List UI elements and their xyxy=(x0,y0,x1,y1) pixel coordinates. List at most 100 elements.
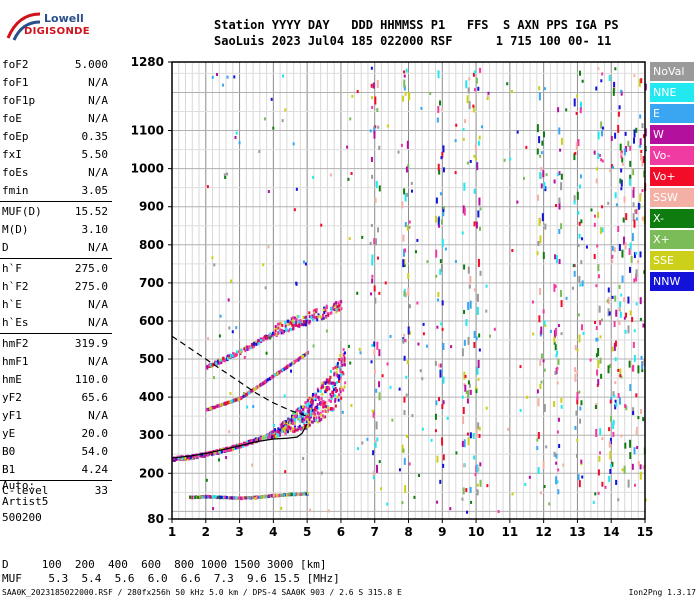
echo-point xyxy=(536,124,539,133)
echo-point xyxy=(619,368,622,375)
echo-point xyxy=(335,306,338,310)
echo-point xyxy=(545,445,548,449)
echo-point xyxy=(224,402,227,406)
echo-point xyxy=(299,410,302,414)
echo-point xyxy=(560,182,563,191)
echo-point xyxy=(465,488,468,493)
echo-point xyxy=(644,498,647,502)
echo-point xyxy=(461,497,464,501)
echo-point xyxy=(485,309,488,313)
echo-point xyxy=(378,291,381,295)
echo-point xyxy=(615,309,618,317)
echo-point xyxy=(598,305,601,313)
echo-point xyxy=(442,463,445,468)
echo-point xyxy=(440,369,443,373)
echo-point xyxy=(244,496,247,500)
echo-point xyxy=(328,387,331,391)
echo-point xyxy=(262,437,265,441)
echo-point xyxy=(621,162,624,166)
echo-point xyxy=(302,410,305,414)
parameter-value: N/A xyxy=(88,316,108,329)
echo-point xyxy=(608,475,611,482)
echo-point xyxy=(327,385,330,389)
echo-point xyxy=(275,326,278,330)
echo-point xyxy=(436,455,439,463)
echo-point xyxy=(257,339,260,343)
echo-point xyxy=(573,98,576,107)
echo-point xyxy=(282,421,285,425)
echo-point xyxy=(620,434,623,438)
echo-point xyxy=(299,492,302,496)
echo-point xyxy=(519,408,522,412)
echo-point xyxy=(468,101,471,110)
echo-point xyxy=(373,238,376,245)
echo-point xyxy=(597,347,600,356)
echo-point xyxy=(401,201,404,209)
echo-point xyxy=(598,153,601,157)
echo-point xyxy=(293,429,296,433)
echo-point xyxy=(266,336,269,340)
echo-point xyxy=(231,446,234,450)
echo-point xyxy=(278,322,281,326)
echo-point xyxy=(265,379,268,383)
echo-point xyxy=(338,365,341,369)
echo-point xyxy=(327,408,330,412)
echo-point xyxy=(250,343,253,347)
echo-point xyxy=(549,329,552,333)
echo-point xyxy=(408,220,411,224)
echo-point xyxy=(317,406,320,410)
echo-point xyxy=(259,383,262,387)
echo-point xyxy=(304,401,307,405)
echo-point xyxy=(642,170,645,178)
x-tick-label: 6 xyxy=(337,525,345,539)
parameter-value: 3.05 xyxy=(81,184,109,197)
echo-point xyxy=(282,74,285,78)
echo-point xyxy=(403,188,406,195)
echo-point xyxy=(374,297,377,304)
echo-point xyxy=(284,324,287,328)
separator-line xyxy=(0,258,112,259)
echo-point xyxy=(339,388,342,392)
echo-point xyxy=(600,121,603,129)
echo-point xyxy=(543,403,546,412)
echo-point xyxy=(541,140,544,146)
parameter-name: h`E xyxy=(2,298,22,311)
echo-point xyxy=(283,394,286,398)
echo-point xyxy=(580,324,583,331)
echo-point xyxy=(286,493,289,497)
echo-point xyxy=(229,448,232,452)
auto-version: 500200 xyxy=(2,511,42,524)
echo-point xyxy=(229,496,232,500)
echo-point xyxy=(254,387,257,391)
echo-point xyxy=(537,194,540,201)
echo-point xyxy=(436,500,439,504)
echo-point xyxy=(281,422,284,426)
echo-point xyxy=(576,94,579,98)
echo-point xyxy=(462,406,465,414)
echo-point xyxy=(241,444,244,448)
parameter-row: hmF2 319.9 xyxy=(0,335,112,353)
echo-point xyxy=(189,455,192,459)
echo-point xyxy=(469,389,472,395)
trace-profile xyxy=(171,335,308,459)
echo-point xyxy=(640,409,643,415)
echo-point xyxy=(479,207,482,211)
echo-point xyxy=(404,222,407,228)
echo-point xyxy=(609,169,612,173)
echo-point xyxy=(548,502,551,506)
echo-point xyxy=(373,285,376,292)
echo-point xyxy=(325,378,328,382)
echo-point xyxy=(303,418,306,422)
echo-point xyxy=(581,237,584,241)
echo-point xyxy=(335,390,338,394)
echo-point xyxy=(633,252,636,259)
parameter-row: yF1 N/A xyxy=(0,407,112,425)
echo-point xyxy=(474,143,477,152)
echo-point xyxy=(314,396,317,400)
echo-point xyxy=(270,493,273,497)
echo-point xyxy=(356,89,359,93)
echo-point xyxy=(282,368,285,372)
echo-point xyxy=(557,172,560,176)
echo-point xyxy=(614,381,617,385)
echo-point xyxy=(619,374,622,378)
